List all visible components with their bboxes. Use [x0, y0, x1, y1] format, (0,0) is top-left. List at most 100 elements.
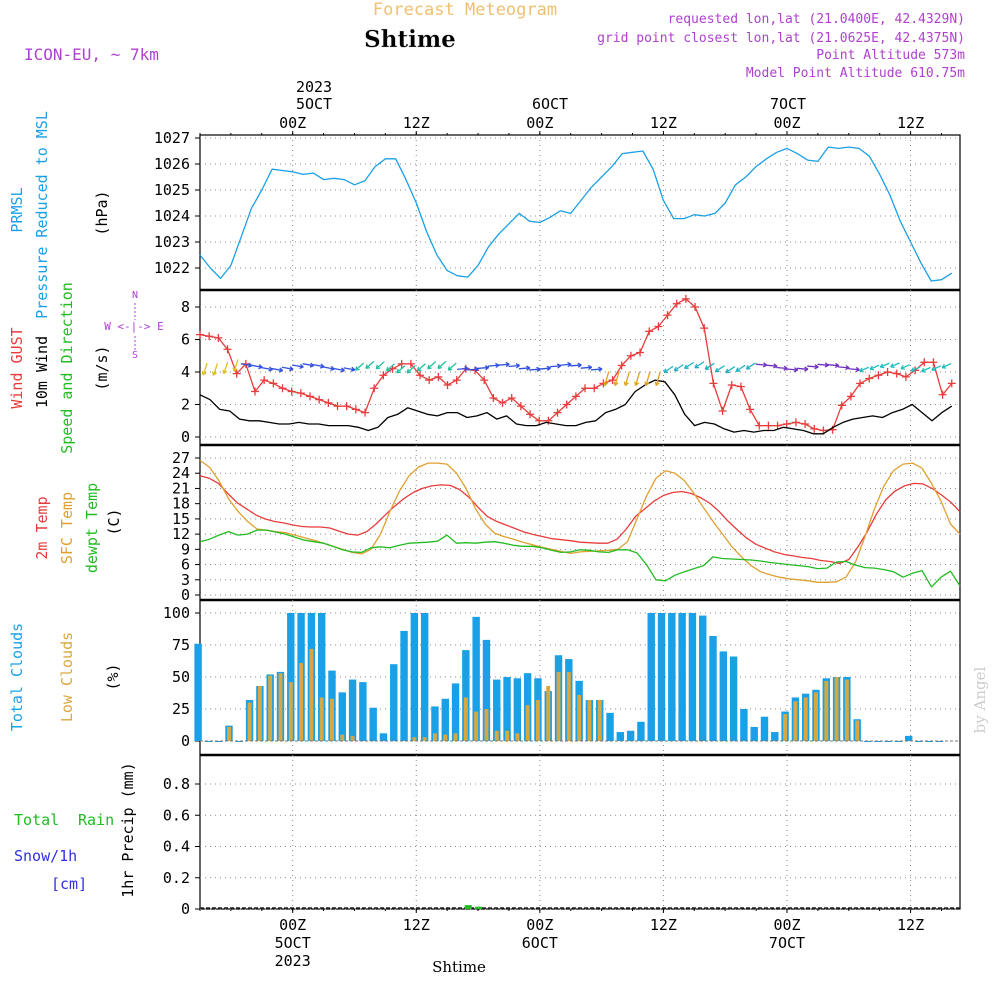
total-cloud-bar: [194, 643, 202, 741]
wind-gust-marker: [562, 400, 571, 409]
total-cloud-bar: [441, 698, 449, 741]
pressure-y-tick-label: 1022: [154, 259, 190, 277]
low-cloud-bar: [577, 694, 582, 741]
clouds-labels: Total Clouds Low Clouds (%): [8, 623, 122, 731]
wind-gust-marker: [489, 394, 498, 402]
total-cloud-bar: [709, 636, 717, 741]
wind-gust-marker: [269, 379, 278, 388]
wind-arrow-head: [793, 367, 799, 373]
bottom-tick-label: 00Z: [526, 916, 553, 934]
wind-arrow-head: [278, 367, 284, 373]
rain-bar: [475, 906, 483, 909]
wind-arrow-head: [232, 367, 238, 372]
wind-arrow: [755, 363, 767, 366]
wind-gust-marker: [608, 376, 617, 385]
wind-y-tick-label: 0: [181, 428, 190, 446]
precip-y-tick-label: 0.6: [163, 806, 190, 824]
low-cloud-bar: [597, 700, 602, 741]
wind-gust-marker: [571, 392, 580, 401]
wind-arrow-head: [814, 364, 819, 370]
wind-arrow: [694, 361, 705, 369]
compass-n: N: [132, 290, 138, 301]
wind-gust-marker: [553, 408, 562, 417]
wind-arrow-head: [365, 364, 370, 369]
total-cloud-bar: [287, 613, 295, 741]
total-cloud-bar: [740, 709, 748, 741]
wind-arrow: [386, 363, 395, 372]
wind-gust-marker: [306, 392, 315, 401]
total-cloud-bar: [935, 741, 944, 742]
wind-gust-marker: [736, 382, 745, 391]
wind-gust-marker: [938, 390, 947, 399]
top-time-ticks: 00Z 12Z 00Z 12Z 00Z 12Z: [199, 114, 942, 135]
clouds-y-tick-label: 100: [163, 604, 190, 622]
wind-arrow-head: [201, 371, 207, 376]
total-cloud-bar: [616, 732, 625, 741]
temp-y-tick-label: 3: [181, 571, 190, 589]
wind-arrow: [396, 365, 406, 374]
wind-gust-marker: [507, 394, 516, 402]
wind-arrow-head: [714, 367, 720, 373]
pressure-unit: (hPa): [93, 190, 111, 235]
top-tick-label: 12Z: [897, 114, 924, 132]
total-cloud-bar: [668, 613, 676, 741]
total-cloud-bar: [904, 735, 913, 741]
low-cloud-bar: [474, 711, 479, 741]
wind-gust-marker: [782, 420, 791, 428]
wind-gust-marker: [397, 359, 406, 368]
total-cloud-bar: [410, 613, 419, 741]
model-point-altitude: Model Point Altitude 610.75m: [746, 66, 965, 81]
wind-arrow: [365, 360, 375, 369]
low-cloud-bar: [814, 692, 818, 741]
low-cloud-bar: [299, 662, 304, 741]
total-cloud-bar: [915, 741, 923, 742]
wind-gust-marker: [837, 401, 846, 410]
low-cloud-bar: [546, 685, 551, 741]
wind-direction-arrows: [201, 359, 952, 386]
wind-arrow: [880, 362, 890, 368]
total-cloud-bar: [760, 716, 769, 741]
low-cloud-bar: [443, 734, 448, 741]
bottom-location: Shtime: [432, 958, 486, 976]
temp-dewpt-line: [199, 529, 961, 588]
wind-arrow: [355, 362, 365, 371]
wind-arrow: [467, 368, 479, 371]
total-cloud-bar: [678, 613, 686, 741]
product-title: Forecast Meteogram: [373, 0, 557, 20]
low-cloud-bar: [525, 705, 530, 741]
bottom-tick-label: 12Z: [650, 916, 677, 934]
bottom-year-label: 2023: [275, 952, 311, 970]
wind-gust-marker: [251, 387, 260, 396]
precip-total-label: Total: [14, 811, 59, 829]
low-cloud-bar: [257, 685, 262, 741]
wind-arrow: [498, 363, 510, 366]
location-title: Shtime: [364, 26, 456, 53]
top-date-6oct: 6OCT: [532, 95, 568, 113]
wind-gust-marker: [232, 369, 241, 378]
temp-sfc-label: SFC Temp: [58, 492, 76, 564]
wind-arrow-head: [941, 363, 947, 369]
wind-arrow: [735, 364, 746, 372]
total-cloud-bar: [338, 692, 346, 741]
wind-arrow-head: [355, 366, 360, 371]
wind-10m-label: 10m Wind: [33, 336, 51, 408]
total-cloud-bar: [400, 630, 408, 741]
wind-gust-marker: [406, 359, 415, 368]
wind-arrow: [240, 363, 252, 367]
wind-arrow-head: [396, 368, 401, 374]
total-cloud-bar: [637, 721, 645, 741]
clouds-y-tick-label: 25: [172, 700, 190, 718]
total-cloud-bar: [369, 707, 377, 741]
low-cloud-bar: [309, 648, 314, 741]
wind-arrow-head: [694, 363, 699, 369]
precip-y-tick-label: 0: [181, 900, 190, 918]
wind-arrow-head: [526, 365, 531, 371]
wind-arrow: [447, 362, 457, 371]
wind-arrow: [261, 366, 273, 371]
wind-gust-marker: [278, 384, 287, 393]
wind-arrow: [539, 367, 551, 370]
wind-arrow-head: [773, 363, 778, 369]
wind-arrow-head: [447, 366, 453, 371]
temp-labels: 2m Temp SFC Temp dewpt Temp (C): [33, 483, 123, 573]
